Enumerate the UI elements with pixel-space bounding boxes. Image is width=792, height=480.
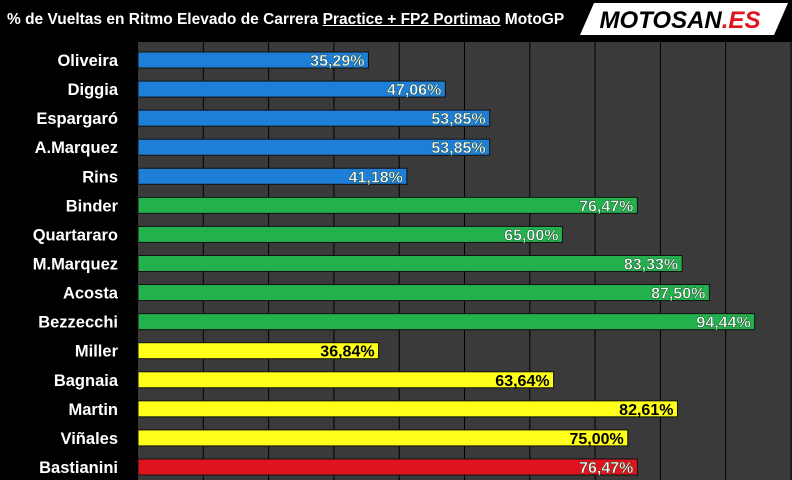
category-label: Rins <box>82 168 118 186</box>
value-label: 65,00% <box>504 227 558 244</box>
category-label: M.Marquez <box>33 255 118 273</box>
value-label: 47,06% <box>387 82 441 99</box>
category-labels: Oliveira Diggia Espargaró A.Marquez Rins Bind… <box>33 52 119 477</box>
bar <box>137 458 638 476</box>
bar-chart: Oliveira Diggia Espargaró A.Marquez Rins Bind… <box>33 42 792 480</box>
category-label: Viñales <box>61 430 118 448</box>
value-label: 76,47% <box>579 198 633 215</box>
title-suffix: MotoGP <box>500 11 565 28</box>
bar <box>137 167 408 185</box>
category-label: Diggia <box>68 81 119 99</box>
svg-text:MOTOSAN.ES: MOTOSAN.ES <box>600 7 761 34</box>
bar <box>137 196 638 214</box>
bar <box>137 284 710 302</box>
value-label: 41,18% <box>349 169 403 186</box>
bar <box>137 109 491 127</box>
category-label: Espargaró <box>36 110 118 128</box>
value-label: 75,00% <box>569 431 623 448</box>
category-label: Binder <box>66 197 119 215</box>
value-label: 36,84% <box>320 344 374 361</box>
bar <box>137 400 678 418</box>
category-label: A.Marquez <box>35 139 118 157</box>
bar <box>137 51 369 69</box>
bar <box>137 80 446 98</box>
category-label: Bagnaia <box>54 372 119 390</box>
value-label: 83,33% <box>624 256 678 273</box>
bar <box>137 342 380 360</box>
bar <box>137 429 629 447</box>
value-label: 76,47% <box>579 460 633 477</box>
logo-main-text: MOTOSAN <box>600 7 723 34</box>
value-label: 87,50% <box>651 286 705 303</box>
logo-ext-text: .ES <box>722 7 761 34</box>
bars <box>137 51 756 476</box>
value-label: 35,29% <box>310 53 364 70</box>
chart-title: % de Vueltas en Ritmo Elevado de Carrera… <box>7 11 564 29</box>
value-label: 94,44% <box>696 315 750 332</box>
bar <box>137 313 756 331</box>
chart-header: % de Vueltas en Ritmo Elevado de Carrera… <box>0 0 792 42</box>
value-labels: 35,29% 47,06% 53,85% 53,85% 41,18% 76,47% 65,0… <box>310 53 751 477</box>
value-label: 82,61% <box>619 402 673 419</box>
category-label: Martin <box>69 401 119 419</box>
value-label: 53,85% <box>431 111 485 128</box>
title-session: Practice + FP2 Portimao <box>322 11 501 28</box>
category-label: Quartararo <box>33 226 118 244</box>
bar <box>137 254 683 272</box>
value-label: 53,85% <box>431 140 485 157</box>
bar <box>137 371 555 389</box>
category-label: Bastianini <box>39 459 118 477</box>
bar <box>137 225 563 243</box>
bar <box>137 138 491 156</box>
category-label: Acosta <box>63 285 119 303</box>
category-label: Miller <box>75 343 119 361</box>
title-prefix: % de Vueltas en Ritmo Elevado de Carrera <box>7 11 323 28</box>
motosan-logo: MOTOSAN.ES <box>580 3 788 35</box>
logo-background <box>580 3 788 35</box>
category-label: Oliveira <box>57 52 118 70</box>
value-label: 63,64% <box>495 373 549 390</box>
category-label: Bezzecchi <box>38 314 118 332</box>
